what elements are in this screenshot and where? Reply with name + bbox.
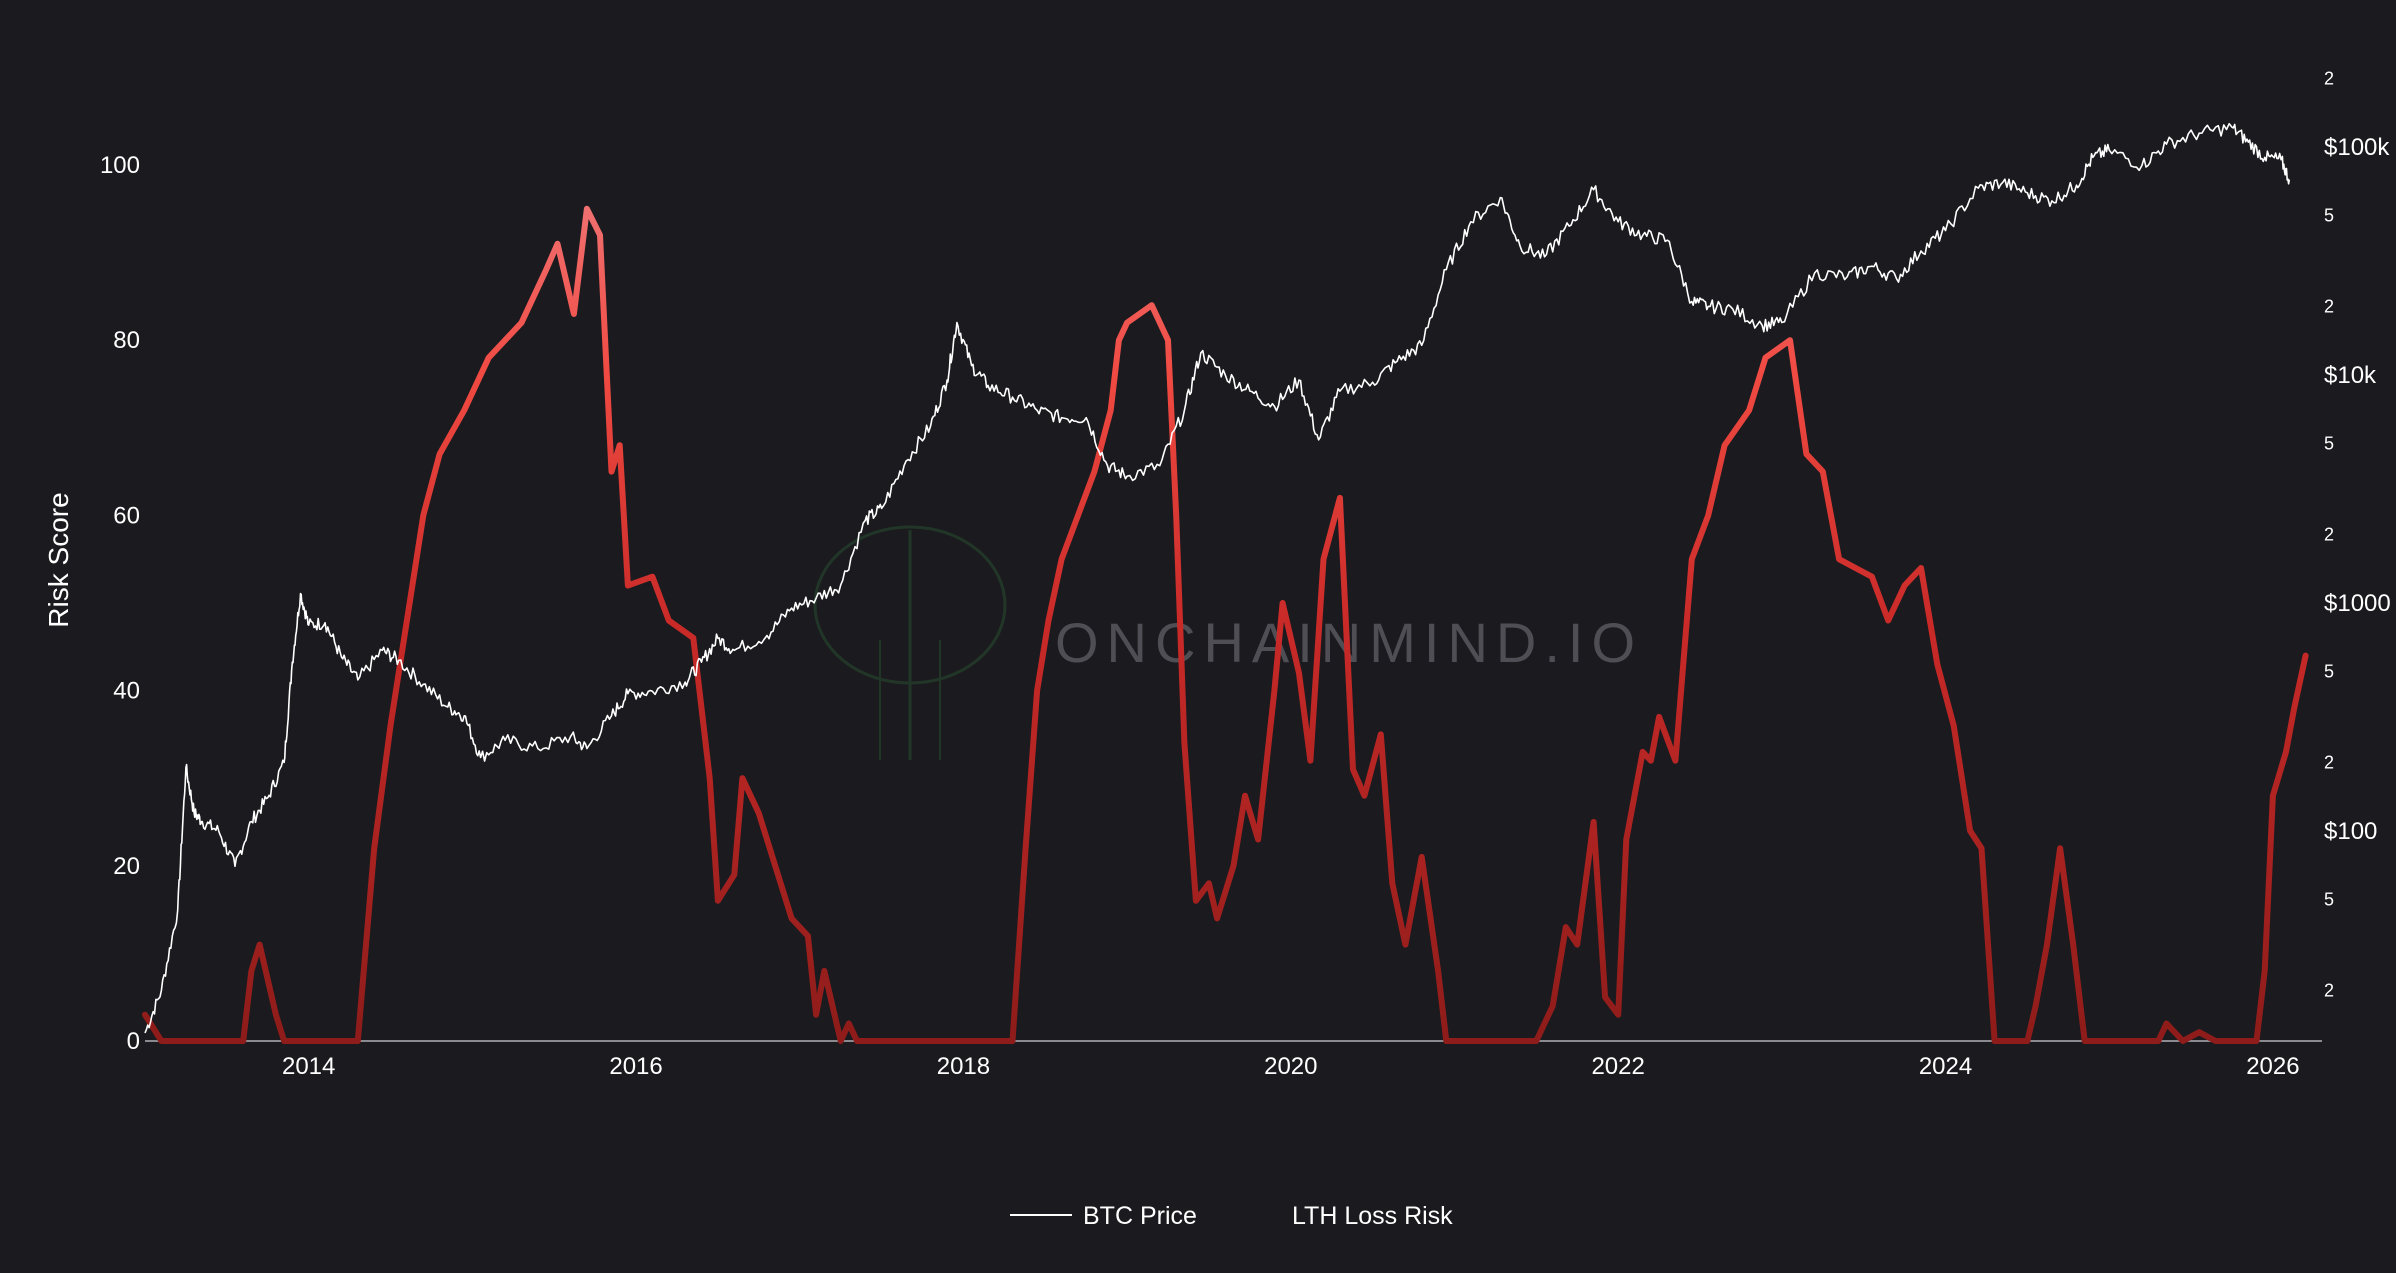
x-tick-label: 2018 xyxy=(937,1053,990,1080)
left-tick-label: 100 xyxy=(100,152,140,179)
right-tick-label: $1000 xyxy=(2324,590,2391,617)
right-minor-tick-label: 2 xyxy=(2324,752,2334,772)
series-btc-price-line xyxy=(144,122,2291,1034)
right-tick-label: $100k xyxy=(2324,134,2390,161)
x-tick-label: 2020 xyxy=(1264,1053,1317,1080)
x-tick-label: 2014 xyxy=(282,1053,335,1080)
right-minor-tick-label: 2 xyxy=(2324,980,2334,1000)
right-minor-tick-label: 2 xyxy=(2324,296,2334,316)
right-tick-label: $100 xyxy=(2324,818,2377,845)
right-axis-ticks: $100 $1000 $10k $100k 2 5 2 5 2 5 2 5 2 xyxy=(2324,68,2391,1000)
left-tick-label: 0 xyxy=(127,1028,140,1055)
series-lth-loss-risk-line xyxy=(142,205,2309,1044)
plot-area xyxy=(142,122,2309,1044)
right-minor-tick-label: 5 xyxy=(2324,890,2334,910)
legend-label-lth-loss-risk: LTH Loss Risk xyxy=(1292,1202,1453,1230)
right-minor-tick-label: 5 xyxy=(2324,206,2334,226)
right-minor-tick-label: 2 xyxy=(2324,524,2334,544)
x-tick-label: 2022 xyxy=(1591,1053,1644,1080)
right-minor-tick-label: 5 xyxy=(2324,662,2334,682)
left-tick-label: 60 xyxy=(113,502,140,529)
x-tick-label: 2024 xyxy=(1919,1053,1972,1080)
watermark-logo xyxy=(813,525,1007,760)
right-tick-label: $10k xyxy=(2324,362,2377,389)
legend-label-btc-price: BTC Price xyxy=(1083,1202,1197,1230)
x-tick-label: 2016 xyxy=(609,1053,662,1080)
left-axis-ticks: 0 20 40 60 80 100 xyxy=(100,152,140,1055)
x-tick-label: 2026 xyxy=(2246,1053,2299,1080)
left-tick-label: 80 xyxy=(113,327,140,354)
left-tick-label: 20 xyxy=(113,853,140,880)
right-minor-tick-label: 5 xyxy=(2324,434,2334,454)
left-axis-title: Risk Score xyxy=(43,492,74,627)
left-tick-label: 40 xyxy=(113,678,140,705)
x-axis-ticks: 2014 2016 2018 2020 2022 2024 2026 xyxy=(282,1053,2300,1080)
legend: BTC Price LTH Loss Risk xyxy=(1010,1202,1453,1230)
right-minor-tick-label: 2 xyxy=(2324,68,2334,88)
